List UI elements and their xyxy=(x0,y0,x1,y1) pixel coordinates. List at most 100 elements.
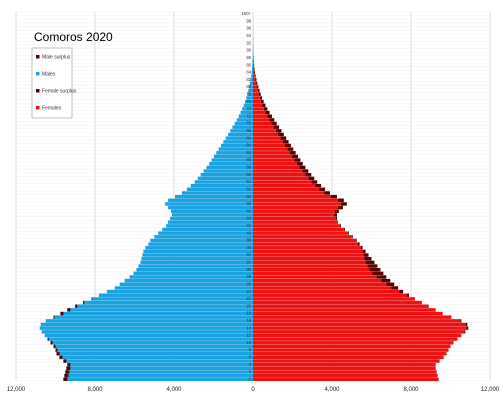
female-surplus-bar xyxy=(256,85,259,89)
male-bar xyxy=(203,169,253,173)
age-label: 12 xyxy=(246,333,251,338)
male-bar xyxy=(186,187,253,192)
age-label: 100+ xyxy=(242,11,252,16)
male-bar xyxy=(245,99,253,104)
female-surplus-bar xyxy=(333,213,337,217)
male-bar xyxy=(56,352,253,356)
male-surplus-bar xyxy=(64,373,69,378)
age-label: 90 xyxy=(246,48,251,53)
female-bar xyxy=(253,267,370,272)
female-bar xyxy=(253,92,259,97)
male-bar xyxy=(172,213,253,217)
male-bar xyxy=(41,330,253,334)
male-bar xyxy=(228,132,253,137)
legend-label: Females xyxy=(42,106,62,112)
female-bar xyxy=(253,366,436,371)
male-surplus-bar xyxy=(67,362,71,367)
age-label: 92 xyxy=(246,40,251,45)
male-surplus-bar xyxy=(63,377,68,381)
female-bar xyxy=(253,362,436,367)
age-label: 88 xyxy=(246,55,251,60)
female-bar xyxy=(253,165,300,170)
age-label: 80 xyxy=(246,84,251,89)
male-bar xyxy=(174,194,253,199)
male-bar xyxy=(65,370,253,374)
female-bar xyxy=(253,147,288,151)
female-bar xyxy=(253,132,278,137)
female-surplus-bar xyxy=(254,74,256,78)
male-bar xyxy=(240,110,253,115)
female-surplus-bar xyxy=(339,224,341,228)
female-bar xyxy=(253,355,444,360)
male-surplus-bar xyxy=(55,348,58,352)
female-surplus-bar xyxy=(254,70,255,75)
female-bar xyxy=(253,348,449,352)
female-bar xyxy=(253,352,447,356)
age-label: 66 xyxy=(246,135,251,140)
female-surplus-bar xyxy=(263,107,268,111)
female-surplus-bar xyxy=(351,235,353,239)
age-label: 44 xyxy=(246,216,251,221)
female-surplus-bar xyxy=(269,118,275,122)
legend-swatch xyxy=(36,106,40,110)
female-surplus-bar xyxy=(308,176,315,181)
female-surplus-bar xyxy=(299,165,306,170)
female-surplus-bar xyxy=(280,136,287,140)
male-bar xyxy=(247,92,253,97)
male-bar xyxy=(252,63,253,67)
female-surplus-bar xyxy=(399,289,404,294)
female-bar xyxy=(253,180,312,184)
male-bar xyxy=(190,183,253,188)
age-label: 10 xyxy=(246,340,251,345)
age-label: 84 xyxy=(246,70,251,75)
male-bar xyxy=(39,326,254,330)
female-bar xyxy=(253,249,363,254)
female-surplus-bar xyxy=(260,99,264,104)
male-bar xyxy=(133,271,253,276)
male-bar xyxy=(170,216,253,221)
female-surplus-bar xyxy=(289,151,296,155)
female-surplus-bar xyxy=(391,286,399,290)
male-bar xyxy=(166,224,253,228)
age-label: 4 xyxy=(249,362,252,367)
female-surplus-bar xyxy=(337,205,343,210)
male-surplus-bar xyxy=(47,337,49,341)
male-surplus-bar xyxy=(83,300,85,305)
age-label: 50 xyxy=(246,194,251,199)
male-bar xyxy=(44,333,254,338)
female-bar xyxy=(253,304,429,308)
age-label: 0 xyxy=(249,376,252,381)
female-bar xyxy=(253,103,263,107)
female-bar xyxy=(253,169,303,173)
female-bar xyxy=(253,359,440,363)
female-surplus-bar xyxy=(464,330,466,334)
male-bar xyxy=(158,231,253,235)
female-bar xyxy=(253,67,255,71)
x-tick-label: 8,000 xyxy=(403,387,419,393)
female-surplus-bar xyxy=(360,246,363,250)
female-surplus-bar xyxy=(335,216,337,221)
female-bar xyxy=(253,377,439,381)
x-tick-label: 4,000 xyxy=(324,387,340,393)
female-bar xyxy=(253,187,320,192)
female-bar xyxy=(253,213,334,217)
male-bar xyxy=(238,114,253,118)
male-bar xyxy=(150,238,253,243)
age-label: 38 xyxy=(246,238,251,243)
male-bar xyxy=(47,337,253,341)
male-surplus-bar xyxy=(59,355,63,360)
female-surplus-bar xyxy=(337,198,344,202)
female-bar xyxy=(253,227,344,232)
age-label: 86 xyxy=(246,62,251,67)
female-surplus-bar xyxy=(376,275,387,279)
female-bar xyxy=(253,136,281,140)
female-bar xyxy=(253,341,454,345)
female-surplus-bar xyxy=(362,249,366,254)
female-bar xyxy=(253,209,335,213)
male-bar xyxy=(106,289,253,294)
male-bar xyxy=(216,151,253,155)
female-bar xyxy=(253,194,332,199)
female-bar xyxy=(253,326,467,330)
male-bar xyxy=(142,253,253,257)
female-surplus-bar xyxy=(296,162,303,166)
